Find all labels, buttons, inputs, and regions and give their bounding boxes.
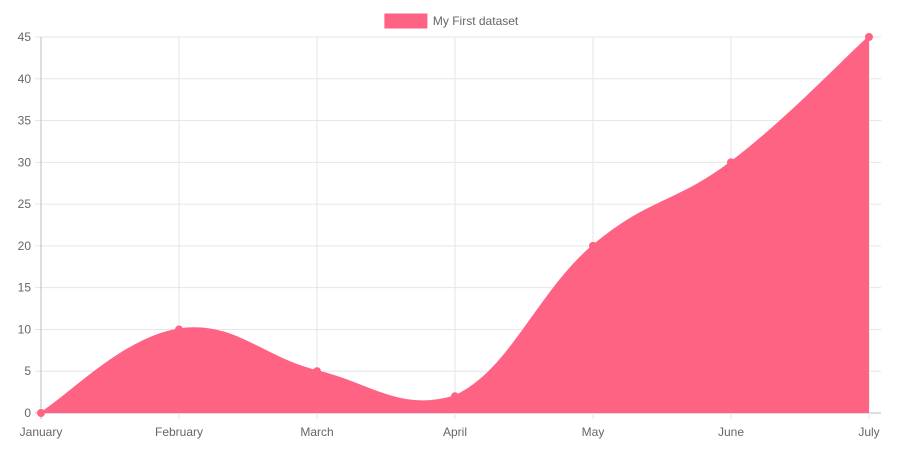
data-point (451, 392, 459, 401)
y-tick-label: 20 (18, 239, 32, 253)
x-tick-label: March (300, 425, 333, 439)
x-tick-label: July (858, 425, 879, 439)
legend-label: My First dataset (433, 14, 519, 28)
y-tick-label: 25 (18, 197, 32, 211)
data-point (37, 409, 45, 417)
y-tick-label: 5 (24, 364, 31, 378)
data-points (37, 33, 873, 417)
legend-swatch (384, 13, 428, 29)
data-point (175, 325, 183, 334)
x-tick-label: January (20, 425, 63, 439)
y-tick-label: 30 (18, 155, 32, 169)
x-tick-label: May (582, 425, 605, 439)
data-point (865, 33, 873, 41)
legend[interactable]: My First dataset (384, 13, 519, 29)
data-point (727, 158, 735, 167)
x-tick-label: June (718, 425, 744, 439)
x-tick-label: April (443, 425, 467, 439)
data-point (589, 241, 597, 250)
series-fill (41, 37, 869, 413)
data-point (313, 367, 321, 376)
y-tick-label: 35 (18, 114, 32, 128)
y-tick-label: 40 (18, 72, 32, 86)
y-tick-label: 0 (24, 406, 31, 420)
tick-labels: 0 5 10 15 20 25 30 35 40 45 January February March Ap… (18, 30, 880, 439)
y-tick-label: 15 (18, 281, 32, 295)
y-tick-label: 10 (18, 322, 32, 336)
y-tick-label: 45 (18, 30, 32, 44)
x-tick-label: February (155, 425, 203, 439)
